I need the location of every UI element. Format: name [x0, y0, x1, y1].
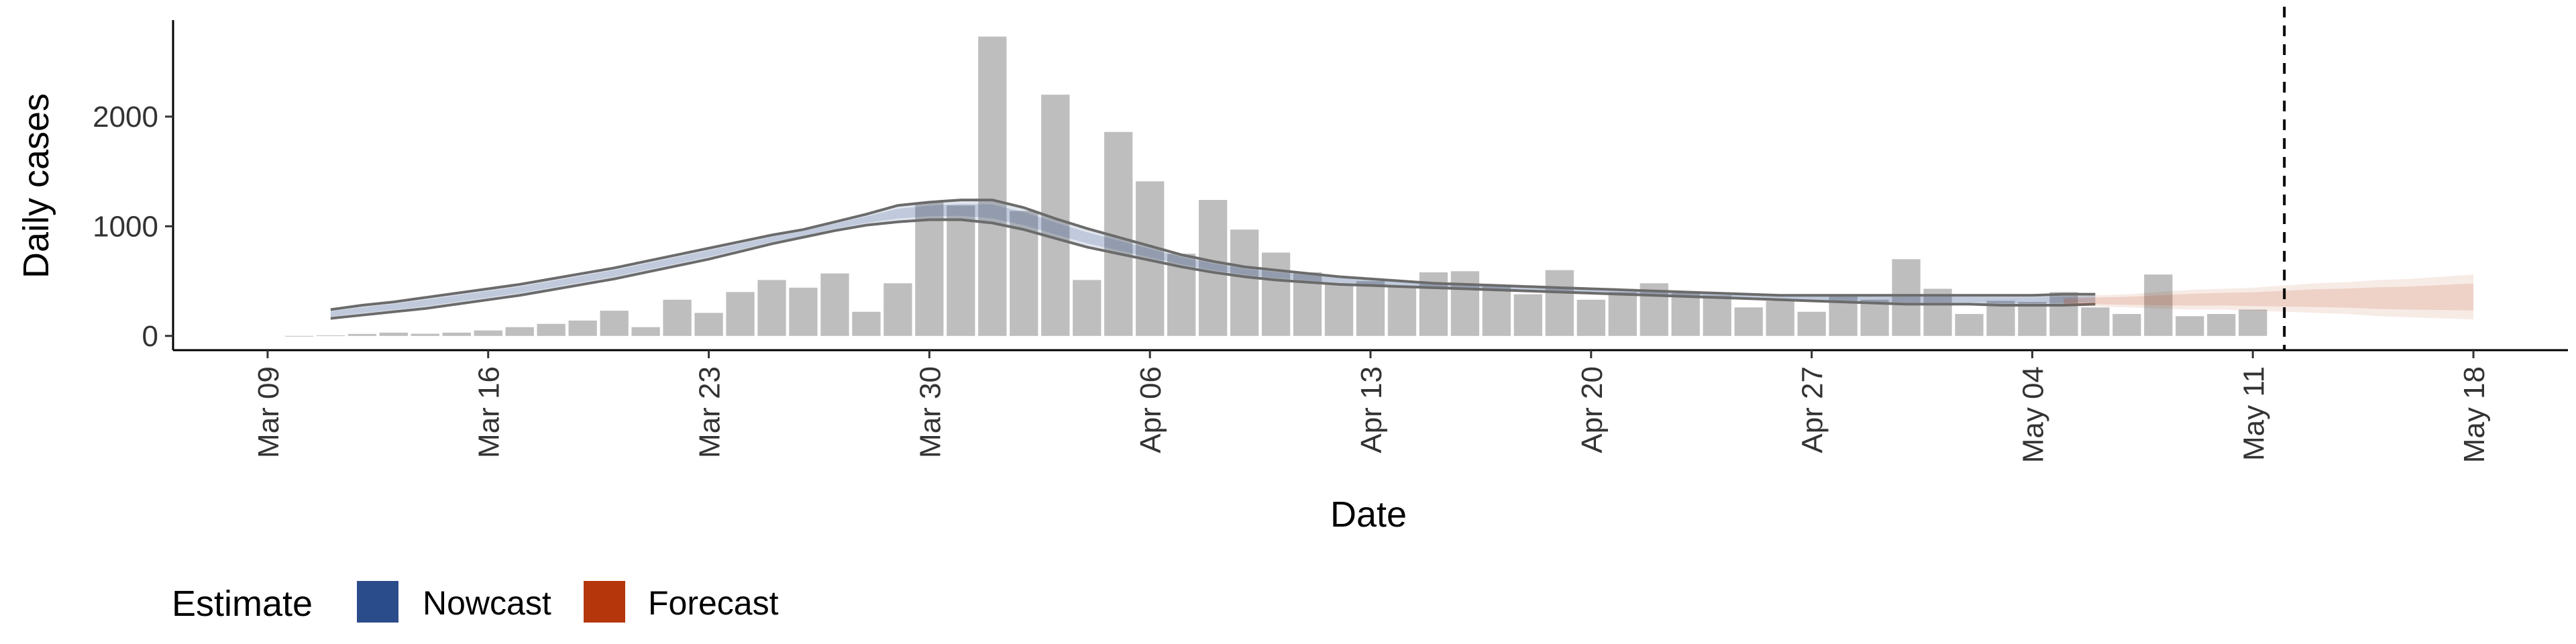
bar-day-46 [1703, 295, 1731, 336]
x-axis-ticks: Mar 09 Mar 16 Mar 23 Mar 30 Apr 06 Apr 13 Apr … [252, 350, 2491, 463]
bar-day-49 [1797, 311, 1826, 336]
y-axis-ticks: 0 1000 2000 [93, 101, 173, 353]
bar-day-11 [600, 311, 629, 336]
forecast-ribbon-outer [2063, 274, 2474, 320]
bar-day-3 [347, 333, 376, 336]
x-tick-label: Mar 09 [252, 366, 285, 458]
bar-day-8 [505, 327, 534, 336]
y-axis-title: Daily cases [16, 93, 56, 278]
nowcast-lower-line [330, 218, 2096, 320]
bar-day-2 [316, 335, 345, 336]
bar-day-60 [2144, 274, 2173, 336]
x-tick-label: May 04 [2017, 366, 2049, 463]
bar-day-26 [1073, 280, 1102, 336]
bar-day-48 [1766, 301, 1794, 336]
bar-day-16 [757, 280, 786, 336]
bar-day-47 [1734, 307, 1763, 336]
bar-day-56 [2018, 302, 2047, 336]
bar-day-52 [1892, 259, 1921, 336]
nowcast-ribbon-outer [330, 200, 2096, 319]
bar-day-13 [663, 299, 692, 336]
bar-day-57 [2049, 292, 2078, 336]
bar-day-59 [2112, 314, 2141, 336]
bar-day-54 [1955, 314, 1984, 336]
x-tick-label: May 18 [2458, 366, 2491, 463]
bar-day-31 [1230, 229, 1259, 336]
bar-day-63 [2239, 309, 2267, 336]
bar-day-5 [411, 333, 439, 336]
bar-day-35 [1356, 281, 1385, 336]
bar-day-9 [537, 323, 566, 336]
bar-day-14 [694, 313, 723, 336]
estimate-ribbons [330, 199, 2474, 320]
y-tick-label: 0 [142, 320, 158, 353]
bar-day-36 [1387, 286, 1417, 336]
y-tick-label: 2000 [93, 101, 158, 133]
bar-day-43 [1608, 292, 1637, 336]
bar-day-40 [1513, 294, 1543, 336]
bar-day-21 [915, 202, 944, 336]
bar-day-58 [2081, 307, 2110, 336]
x-tick-label: Mar 30 [914, 366, 947, 458]
bar-day-20 [883, 283, 912, 336]
bar-day-4 [379, 332, 408, 336]
bar-day-19 [852, 311, 881, 336]
bar-day-10 [568, 320, 597, 336]
bar-day-41 [1545, 270, 1574, 336]
bar-day-18 [820, 273, 849, 336]
legend-swatch-forecast [584, 581, 625, 623]
x-tick-label: Mar 23 [694, 366, 727, 458]
bar-day-38 [1450, 271, 1480, 336]
bar-day-30 [1198, 200, 1228, 336]
x-tick-label: Apr 13 [1355, 366, 1388, 453]
nowcast-upper-line [330, 199, 2096, 311]
x-tick-label: Apr 27 [1796, 366, 1829, 453]
bar-day-55 [1986, 301, 2015, 336]
bar-day-61 [2176, 316, 2204, 336]
forecast-ribbon-inner [2063, 283, 2474, 311]
bar-day-45 [1671, 293, 1700, 336]
daily-cases-bars [284, 36, 2267, 337]
bar-day-23 [978, 36, 1007, 336]
bar-day-34 [1324, 284, 1354, 336]
bar-day-15 [726, 292, 755, 336]
nowcast-ribbon-inner [330, 203, 2096, 317]
bar-day-22 [947, 205, 975, 336]
x-tick-label: Apr 20 [1576, 366, 1609, 453]
bar-day-51 [1860, 299, 1889, 336]
bar-day-62 [2207, 314, 2236, 336]
x-tick-label: May 11 [2237, 366, 2270, 461]
legend: Estimate Nowcast Forecast [172, 581, 779, 624]
bar-day-42 [1576, 299, 1605, 336]
bar-day-39 [1482, 285, 1511, 336]
legend-title: Estimate [172, 584, 313, 624]
legend-label-forecast: Forecast [648, 584, 779, 622]
bar-day-12 [631, 327, 660, 336]
bar-day-6 [442, 332, 471, 336]
x-axis-title: Date [1330, 494, 1407, 535]
bar-day-32 [1261, 252, 1291, 336]
bar-day-1 [284, 335, 314, 337]
x-tick-label: Mar 16 [473, 366, 506, 458]
bar-day-7 [474, 330, 502, 336]
bar-day-17 [789, 287, 818, 336]
y-tick-label: 1000 [93, 210, 158, 243]
legend-swatch-nowcast [357, 581, 398, 623]
legend-label-nowcast: Nowcast [423, 584, 551, 622]
x-tick-label: Apr 06 [1134, 366, 1167, 453]
